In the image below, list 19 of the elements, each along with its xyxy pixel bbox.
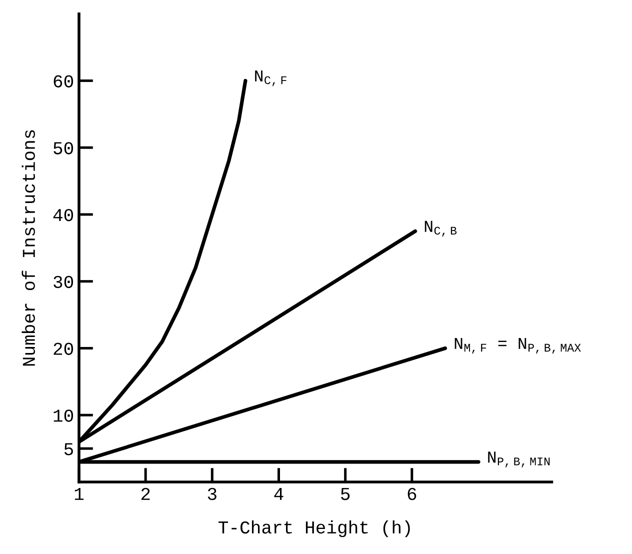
- y-tick-label: 10: [54, 410, 74, 422]
- y-tick-label: 50: [54, 142, 74, 154]
- x-tick-label: 2: [141, 488, 150, 500]
- series-label: N$_{C,B}$: [424, 220, 457, 237]
- series-label: N$_{C,F}$: [255, 70, 286, 86]
- x-tick-label: 1: [74, 488, 84, 500]
- y-tick-label: 30: [54, 276, 74, 288]
- x-tick-label: 5: [341, 488, 350, 500]
- series-label: N$_{M,F}$ = N$_{P,B,MAX}$: [454, 338, 581, 354]
- y-tick-label: 40: [53, 208, 74, 222]
- series-label: N$_{P,B,MIN}$: [488, 452, 550, 468]
- y-axis-title: Number of Instructions: [22, 130, 36, 366]
- y-tick-label: 5: [64, 443, 73, 456]
- x-tick-label: 6: [408, 488, 416, 500]
- x-tick-label: 3: [208, 488, 216, 500]
- y-tick-label: 60: [54, 75, 74, 88]
- y-tick-label: 20: [54, 342, 74, 355]
- x-tick-label: 4: [274, 488, 284, 500]
- x-axis-title: T-Chart Height (h): [218, 520, 410, 538]
